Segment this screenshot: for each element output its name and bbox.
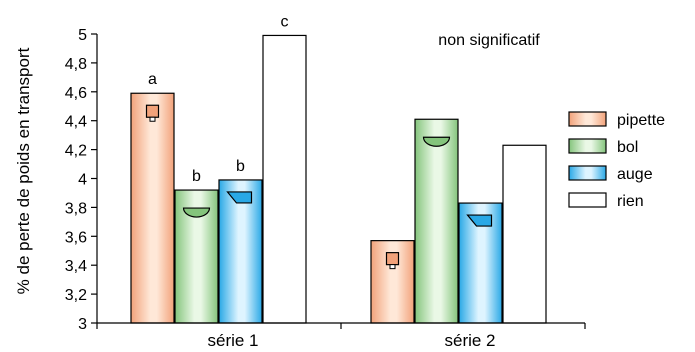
y-tick-label: 4,6 (65, 85, 87, 102)
trough-marker-icon (466, 214, 493, 227)
bar-pipette-1 (130, 92, 175, 324)
bowl-marker-icon (422, 136, 451, 147)
significance-letter-rien-1: c (281, 13, 289, 30)
y-tick-label: 3,4 (65, 258, 87, 275)
labels-group: a b b c 3 3,2 3,4 3,6 3,8 4 4,2 4,4 4,6 4,8 5 série 1 sé… (65, 13, 496, 350)
axes-group (91, 33, 586, 329)
y-tick-label: 3 (78, 316, 87, 333)
significance-letter-auge-1: b (236, 158, 245, 175)
legend-swatch-rien (568, 192, 607, 208)
bars-group (130, 34, 547, 324)
square-marker-icon (385, 252, 400, 266)
y-tick-label: 5 (78, 27, 87, 44)
x-tick-label: série 1 (207, 331, 258, 350)
bar-icons-group (145, 104, 493, 270)
square-marker-icon (145, 104, 160, 118)
bar-rien-2 (502, 144, 547, 324)
legend-label-bol: bol (617, 139, 638, 156)
bar-auge-1 (218, 179, 263, 324)
bowl-marker-icon (182, 207, 211, 218)
trough-marker-icon (226, 191, 253, 204)
x-tick-label: série 2 (444, 331, 495, 350)
legend-label-auge: auge (617, 166, 653, 183)
legend-swatch-bol (568, 138, 607, 154)
bar-rien-1 (262, 34, 307, 324)
y-tick-label: 4,4 (65, 114, 87, 131)
y-tick-label: 3,8 (65, 200, 87, 217)
y-tick-label: 3,2 (65, 287, 87, 304)
square-marker-stem-icon (149, 116, 156, 122)
significance-letter-bol-1: b (192, 168, 201, 185)
legend-swatch-auge (568, 165, 607, 181)
legend-label-pipette: pipette (617, 112, 665, 129)
square-marker-stem-icon (389, 264, 396, 270)
y-axis-label: % de perte de poids en transport (14, 47, 33, 294)
legend-label-rien: rien (617, 193, 644, 210)
y-tick-label: 4 (78, 172, 87, 189)
legend-swatch-pipette (568, 111, 607, 127)
y-tick-label: 3,6 (65, 229, 87, 246)
y-tick-label: 4,8 (65, 56, 87, 73)
significance-letter-pipette-1: a (148, 71, 157, 88)
legend: pipette bol auge rien (568, 111, 665, 210)
bar-bol-2 (414, 118, 459, 324)
annotation-text: non significatif (438, 32, 540, 49)
y-tick-label: 4,2 (65, 143, 87, 160)
